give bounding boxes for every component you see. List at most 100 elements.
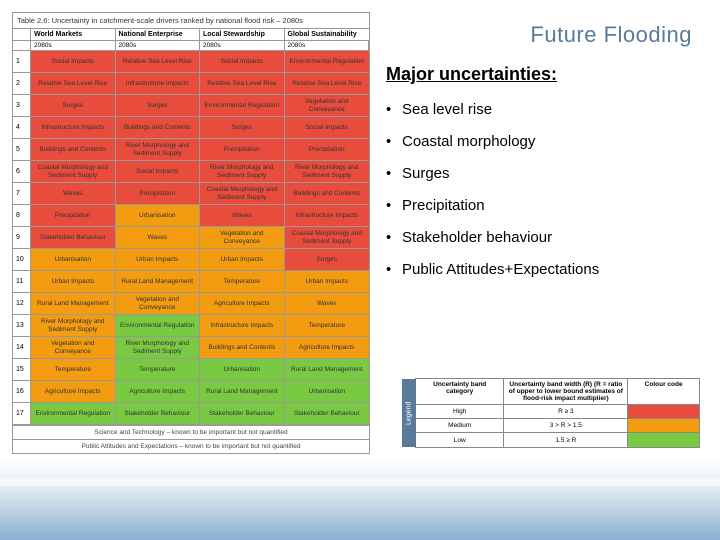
legend-tab: Legend [402,379,416,447]
data-cell: Waves [31,183,116,205]
rank-cell: 12 [13,293,31,315]
rank-cell: 17 [13,403,31,425]
data-cell: Urban Impacts [285,271,370,293]
data-cell: Vegetation and Conveyance [285,95,370,117]
water-background [0,460,720,540]
uncertainties-panel: Major uncertainties: Sea level rise Coast… [386,64,706,293]
legend-swatch [628,433,699,447]
sub-header: 2080s [285,41,370,50]
rank-cell: 5 [13,139,31,161]
legend-condition: 3 > R > 1.5 [504,419,628,433]
rank-cell: 3 [13,95,31,117]
bullet-item: Public Attitudes+Expectations [386,261,706,278]
data-cell: Temperature [200,271,285,293]
data-cell: Urbanisation [31,249,116,271]
bullet-item: Stakeholder behaviour [386,229,706,246]
table-row: 17Environmental RegulationStakeholder Be… [13,403,369,425]
data-cell: Agriculture Impacts [31,381,116,403]
rank-cell: 14 [13,337,31,359]
data-cell: Urbanisation [285,381,370,403]
data-cell: Urban Impacts [200,249,285,271]
table-header-row: World Markets National Enterprise Local … [13,29,369,41]
table-row: 7WavesPrecipitationCoastal Morphology an… [13,183,369,205]
legend-swatch [628,419,699,433]
data-cell: River Morphology and Sediment Supply [285,161,370,183]
rank-cell: 2 [13,73,31,95]
sub-header: 2080s [200,41,285,50]
legend-col-header: Uncertainty band category [416,379,504,404]
bullet-item: Precipitation [386,197,706,214]
data-cell: Urbanisation [116,205,201,227]
data-cell: Precipitation [200,139,285,161]
rank-cell: 16 [13,381,31,403]
table-row: 14Vegetation and ConveyanceRiver Morphol… [13,337,369,359]
data-cell: Environmental Regulation [31,403,116,425]
data-cell: Stakeholder Behaviour [116,403,201,425]
table-row: 13River Morphology and Sediment SupplyEn… [13,315,369,337]
data-cell: Rural Land Management [200,381,285,403]
rank-cell: 11 [13,271,31,293]
data-cell: Waves [200,205,285,227]
data-cell: Relative Sea Level Rise [200,73,285,95]
rank-cell: 8 [13,205,31,227]
data-cell: Rural Land Management [285,359,370,381]
data-cell: River Morphology and Sediment Supply [116,337,201,359]
legend-header: Uncertainty band category Uncertainty ba… [416,379,699,405]
data-cell: Urban Impacts [31,271,116,293]
data-cell: Vegetation and Conveyance [31,337,116,359]
data-cell: Social Impacts [200,51,285,73]
legend-swatch [628,405,699,419]
legend-row: HighR ≥ 3 [416,405,699,419]
col-header: National Enterprise [116,29,201,40]
table-row: 2 Relative Sea Level RiseInfrastructure I… [13,73,369,95]
data-cell: Buildings and Contents [31,139,116,161]
data-cell: Agriculture Impacts [200,293,285,315]
bullet-item: Sea level rise [386,101,706,118]
data-cell: Precipitation [116,183,201,205]
legend-body: HighR ≥ 3Medium3 > R > 1.5Low1.5 ≥ R [416,405,699,447]
legend-row: Medium3 > R > 1.5 [416,419,699,433]
table-row: 1Social ImpactsRelative Sea Level RiseSo… [13,51,369,73]
data-cell: Surges [31,95,116,117]
data-cell: Stakeholder Behaviour [200,403,285,425]
table-title: Table 2.6: Uncertainty in catchment-scal… [13,13,369,29]
data-cell: Infrastructure Impacts [200,315,285,337]
table-row: 5Buildings and ContentsRiver Morphology … [13,139,369,161]
table-row: 3SurgesSurgesEnvironmental RegulationVeg… [13,95,369,117]
data-cell: Waves [116,227,201,249]
rank-cell: 1 [13,51,31,73]
table-body: 1 Social ImpactsRelative Sea Level RiseSo… [13,51,369,425]
data-cell: Social Impacts [285,117,370,139]
data-cell: Temperature [31,359,116,381]
legend-col-header: Uncertainty band width (R) (R = ratio of… [504,379,628,404]
data-cell: Infrastructure Impacts [285,205,370,227]
data-cell: Temperature [285,315,370,337]
bullet-item: Coastal morphology [386,133,706,150]
data-cell: Coastal Morphology and Sediment Supply [200,183,285,205]
data-cell: Infrastructure Impacts [116,73,201,95]
data-cell: Coastal Morphology and Sediment Supply [285,227,370,249]
rank-cell: 7 [13,183,31,205]
data-cell: Stakeholder Behaviour [31,227,116,249]
data-cell: Surges [200,117,285,139]
legend-label: Medium [416,419,504,433]
data-cell: Infrastructure Impacts [31,117,116,139]
sub-header: 2080s [116,41,201,50]
data-cell: Surges [285,249,370,271]
data-cell: Temperature [116,359,201,381]
data-cell: Vegetation and Conveyance [116,293,201,315]
table-row: 12Rural Land ManagementVegetation and Co… [13,293,369,315]
legend-box: Legend Uncertainty band category Uncerta… [415,378,700,448]
data-cell: Agriculture Impacts [285,337,370,359]
data-cell: Rural Land Management [31,293,116,315]
table-row: 10UrbanisationUrban ImpactsUrban Impacts… [13,249,369,271]
section-heading: Major uncertainties: [386,64,706,85]
data-cell: Agriculture Impacts [116,381,201,403]
legend-label: Low [416,433,504,447]
legend-row: Low1.5 ≥ R [416,433,699,447]
table-row: 16Agriculture ImpactsAgriculture Impacts… [13,381,369,403]
data-cell: Waves [285,293,370,315]
data-cell: Buildings and Contents [285,183,370,205]
bullet-list: Sea level riseCoastal morphologySurgesPr… [386,101,706,278]
data-cell: Rural Land Management [116,271,201,293]
